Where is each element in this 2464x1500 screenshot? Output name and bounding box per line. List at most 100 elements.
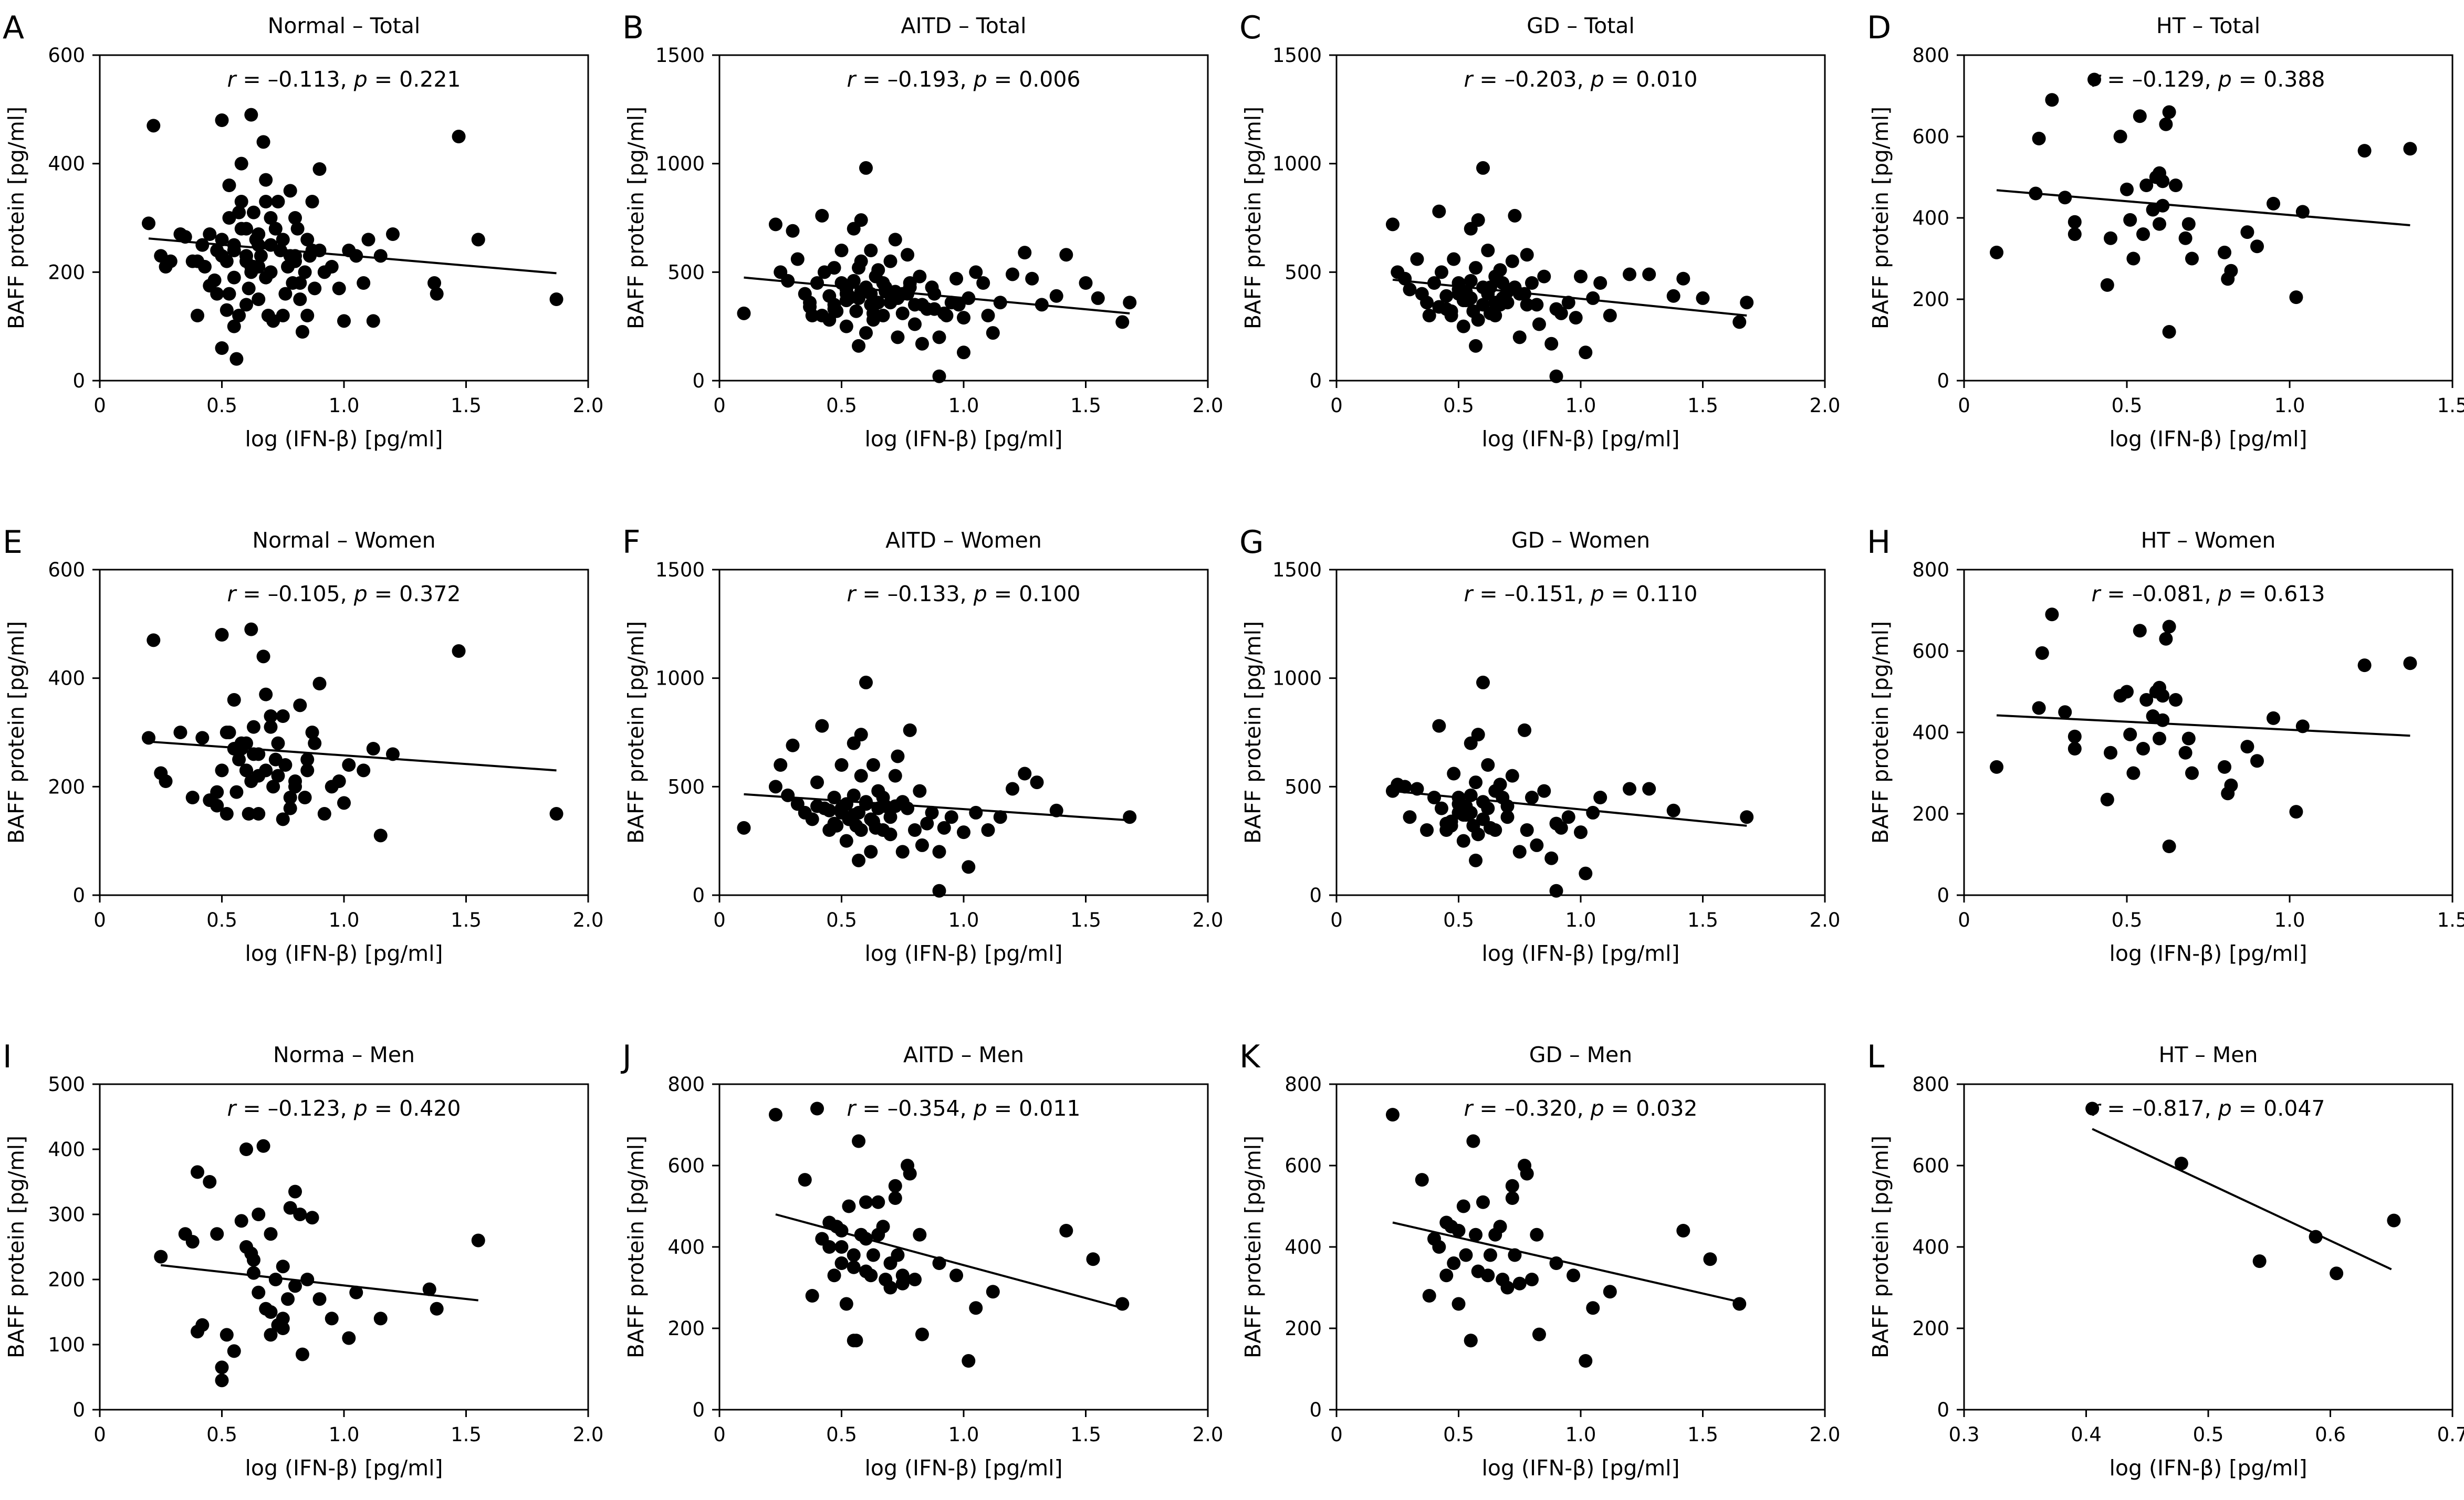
data-point xyxy=(373,828,388,843)
data-point xyxy=(2330,1266,2344,1281)
data-point xyxy=(2181,217,2196,231)
data-point xyxy=(239,298,253,312)
data-point xyxy=(268,222,283,236)
data-point xyxy=(810,1102,824,1116)
data-point xyxy=(163,254,178,268)
y-axis-label: BAFF protein [pg/ml] xyxy=(1868,621,1893,844)
x-tick-label: 1.0 xyxy=(1565,1423,1596,1446)
y-tick-label: 1000 xyxy=(655,153,705,175)
data-point xyxy=(986,1285,1000,1299)
data-point xyxy=(2058,191,2072,205)
data-point xyxy=(842,812,856,826)
regression-line xyxy=(744,793,1130,822)
data-point xyxy=(252,807,266,821)
data-point xyxy=(1385,217,1400,232)
data-point xyxy=(256,135,270,149)
data-point xyxy=(2126,766,2141,780)
regression-line xyxy=(148,740,557,772)
data-point xyxy=(210,1227,224,1241)
data-point xyxy=(2309,1230,2323,1244)
data-point xyxy=(1476,298,1490,312)
data-point xyxy=(1530,1228,1544,1242)
data-point xyxy=(264,720,278,734)
data-point xyxy=(915,1327,929,1341)
panel-title: GD – Women xyxy=(1511,528,1650,553)
data-point xyxy=(913,784,927,798)
x-axis-label: log (IFN-β) [pg/ml] xyxy=(2109,1455,2307,1481)
data-point xyxy=(1452,1297,1466,1311)
data-point xyxy=(1447,252,1461,266)
y-tick-label: 200 xyxy=(1912,803,1949,825)
data-point xyxy=(859,675,873,689)
data-point xyxy=(215,763,229,778)
correlation-stat: r = –0.105, p = 0.372 xyxy=(227,581,461,606)
data-point xyxy=(864,845,878,859)
data-point xyxy=(1481,1268,1495,1283)
x-tick-label: 2.0 xyxy=(573,909,604,931)
data-point xyxy=(913,1228,927,1242)
data-point xyxy=(246,260,260,274)
y-tick-label: 400 xyxy=(48,1138,85,1161)
data-point xyxy=(246,720,260,734)
data-point xyxy=(342,758,356,772)
data-point xyxy=(549,807,563,821)
data-point xyxy=(852,1134,866,1148)
data-point xyxy=(259,270,273,285)
data-point xyxy=(373,249,388,263)
data-point xyxy=(1505,1191,1519,1205)
data-point xyxy=(252,1208,266,1221)
data-point xyxy=(1505,1179,1519,1193)
panel-i: I Norma – Men r = –0.123, p = 0.420 0 0.5 1.0… xyxy=(3,1039,603,1481)
data-point xyxy=(815,719,829,733)
x-axis-label: log (IFN-β) [pg/ml] xyxy=(864,941,1062,966)
data-point xyxy=(1403,810,1417,824)
x-tick-label: 0.5 xyxy=(206,909,237,931)
data-point xyxy=(1091,291,1105,305)
data-point xyxy=(871,263,885,277)
data-point xyxy=(1512,1276,1527,1291)
x-tick-label: 0 xyxy=(713,394,726,417)
data-point xyxy=(293,1208,307,1221)
data-point xyxy=(264,1305,278,1319)
panel-title: AITD – Women xyxy=(885,528,1042,553)
panel-l: L HT – Men r = –0.817, p = 0.047 0.3 0.4 0.5 0… xyxy=(1867,1039,2464,1481)
data-point xyxy=(325,1312,339,1326)
regression-line xyxy=(161,1264,478,1302)
data-point xyxy=(2045,607,2059,622)
data-point xyxy=(1452,1224,1466,1237)
data-point xyxy=(195,731,210,745)
data-point xyxy=(1471,728,1485,742)
data-point xyxy=(847,1248,861,1262)
data-point xyxy=(1554,821,1568,835)
y-tick-label: 0 xyxy=(692,370,705,392)
data-point xyxy=(1500,810,1515,824)
x-tick-label: 2.0 xyxy=(1810,394,1841,417)
correlation-stat: r = –0.203, p = 0.010 xyxy=(1464,67,1697,92)
x-tick-label: 0 xyxy=(93,1423,106,1446)
data-point xyxy=(227,270,241,285)
data-point xyxy=(962,1354,976,1368)
panel-j: J AITD – Men r = –0.354, p = 0.011 0 0.5 1.0 1… xyxy=(620,1039,1223,1481)
correlation-stat: r = –0.081, p = 0.613 xyxy=(2091,581,2325,606)
data-point xyxy=(866,758,880,772)
data-point xyxy=(1476,675,1490,689)
data-point xyxy=(864,298,878,312)
x-tick-label: 0.5 xyxy=(1443,909,1474,931)
data-point xyxy=(234,1214,248,1228)
data-point xyxy=(1422,309,1436,322)
data-point xyxy=(2181,731,2196,746)
data-point xyxy=(386,747,400,761)
data-point xyxy=(222,287,236,301)
data-point xyxy=(1512,330,1527,344)
data-point xyxy=(1544,851,1559,865)
correlation-stat: r = –0.133, p = 0.100 xyxy=(847,581,1080,606)
panel-letter: L xyxy=(1867,1039,1885,1075)
data-point xyxy=(430,287,444,301)
data-point xyxy=(803,300,817,314)
panel-title: Normal – Total xyxy=(268,13,421,38)
data-point xyxy=(768,1108,782,1122)
y-axis-label: BAFF protein [pg/ml] xyxy=(4,621,29,844)
data-point xyxy=(293,276,307,290)
y-tick-label: 100 xyxy=(48,1334,85,1356)
data-point xyxy=(276,709,290,723)
